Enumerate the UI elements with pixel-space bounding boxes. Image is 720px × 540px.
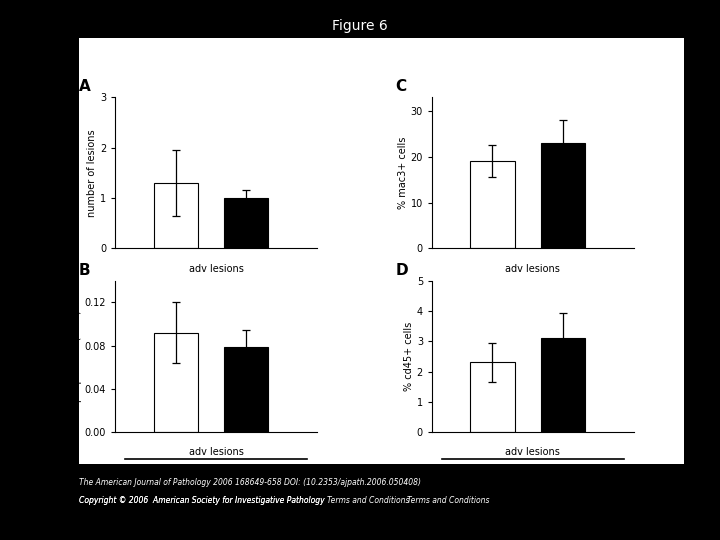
- Bar: [470, 161, 515, 248]
- Text: Copyright © 2006  American Society for Investigative Pathology: Copyright © 2006 American Society for In…: [79, 496, 327, 505]
- Text: Figure 6: Figure 6: [332, 19, 388, 33]
- Text: Terms and Conditions: Terms and Conditions: [407, 496, 490, 505]
- Y-axis label: plaque area (mm²): plaque area (mm²): [72, 310, 82, 402]
- Text: The American Journal of Pathology 2006 168649-658 DOI: (10.2353/ajpath.2006.0504: The American Journal of Pathology 2006 1…: [79, 478, 421, 487]
- Text: F-22 weeks post treat: F-22 weeks post treat: [469, 465, 597, 475]
- Text: F-22 weeks post treat: F-22 weeks post treat: [152, 465, 280, 475]
- Bar: [224, 198, 269, 248]
- Bar: [224, 347, 269, 432]
- Y-axis label: % cd45+ cells: % cd45+ cells: [404, 322, 414, 391]
- Text: adv lesions: adv lesions: [189, 264, 243, 274]
- Y-axis label: % mac3+ cells: % mac3+ cells: [398, 137, 408, 209]
- Bar: [541, 143, 585, 248]
- Text: adv lesions: adv lesions: [505, 447, 560, 457]
- Text: B: B: [79, 263, 91, 278]
- Bar: [153, 183, 198, 248]
- Bar: [541, 338, 585, 432]
- Text: adv lesions: adv lesions: [189, 447, 243, 457]
- Bar: [153, 333, 198, 432]
- Text: Copyright © 2006  American Society for Investigative Pathology Terms and Conditi: Copyright © 2006 American Society for In…: [79, 496, 410, 505]
- Text: C: C: [396, 79, 407, 94]
- Bar: [470, 362, 515, 432]
- Y-axis label: number of lesions: number of lesions: [87, 129, 97, 217]
- Text: D: D: [396, 263, 408, 278]
- Text: A: A: [79, 79, 91, 94]
- Text: adv lesions: adv lesions: [505, 264, 560, 274]
